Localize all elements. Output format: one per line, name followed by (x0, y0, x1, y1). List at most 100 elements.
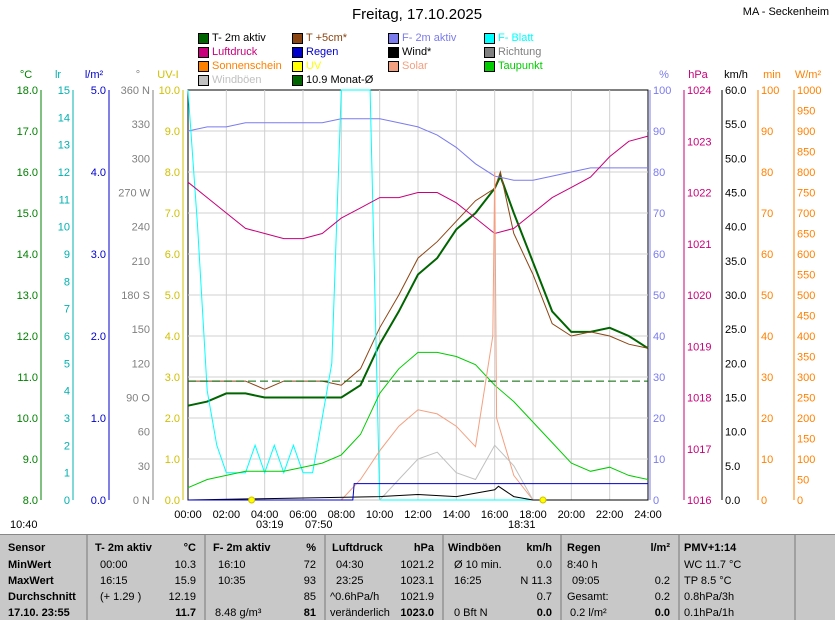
left-axis-tick: 15 (58, 85, 70, 97)
table-cell: N 11.3 (520, 575, 552, 587)
table-header-pressure: Luftdruck (332, 542, 383, 554)
summary-table: Sensor MinWert MaxWert Durchschnitt 17.1… (0, 534, 835, 620)
legend-swatch (198, 74, 209, 86)
x-tick-label: 04:00 (251, 509, 279, 521)
right-axis-tick: 10 (653, 454, 665, 466)
legend-item: Solar (388, 60, 428, 72)
legend-item: F- 2m aktiv (388, 32, 456, 44)
series-line-regen (188, 483, 648, 501)
table-unit-rain: l/m² (650, 542, 670, 554)
left-axis-tick: 17.0 (17, 126, 38, 138)
sunrise-label: 03:19 (256, 519, 284, 531)
left-axis-tick: 150 (132, 324, 150, 336)
left-axis-unit: ° (136, 69, 140, 81)
left-axis-tick: 4.0 (165, 331, 180, 343)
legend-swatch (292, 46, 303, 58)
left-axis-tick: 8.0 (23, 495, 38, 507)
right-axis-tick: 600 (797, 249, 815, 261)
table-header-humidity: F- 2m aktiv (213, 542, 271, 554)
left-axis-tick: 30 (138, 461, 150, 473)
left-axis-tick: 3.0 (91, 249, 106, 261)
legend-item: 10.9 Monat-Ø (292, 74, 373, 86)
left-axis-tick: 5.0 (165, 290, 180, 302)
legend-label: T- 2m aktiv (212, 32, 266, 44)
left-axis-tick: 9.0 (23, 454, 38, 466)
sunrise2-label: 07:50 (305, 519, 333, 531)
legend-item: Richtung (484, 46, 541, 58)
table-cell: 0 Bft N (454, 607, 488, 619)
legend-label: T +5cm* (306, 32, 348, 44)
legend-label: Windböen (212, 74, 262, 86)
legend-label: Taupunkt (498, 60, 543, 72)
legend-item: Windböen (198, 74, 262, 86)
table-col-pressure: Luftdruck hPa 04:30 1021.2 23:25 1023.1 … (326, 535, 444, 620)
table-cell: 11.7 (175, 607, 196, 619)
table-col-gusts: Windböen km/h Ø 10 min. 0.0 16:25 N 11.3… (444, 535, 562, 620)
legend-label: UV (306, 60, 322, 72)
legend-label: Sonnenschein (212, 60, 282, 72)
right-axis-tick: 90 (761, 126, 773, 138)
left-axis-tick: 8.0 (165, 167, 180, 179)
right-axis-tick: 60 (761, 249, 773, 261)
table-cell: 1021.9 (400, 591, 434, 603)
left-axis-tick: 12.0 (17, 331, 38, 343)
table-col-temp: T- 2m aktiv °C 00:00 10.3 16:15 15.9 (+ … (88, 535, 206, 620)
left-axis-tick: 8 (64, 276, 70, 288)
legend-item: Taupunkt (484, 60, 543, 72)
table-cell: 8:40 h (567, 559, 598, 571)
left-axis-tick: 90 O (126, 393, 150, 405)
right-axis-tick: 500 (797, 290, 815, 302)
date-left-label: 10:40 (10, 519, 38, 531)
left-axis-tick: 10.0 (159, 85, 180, 97)
left-axis-unit: °C (20, 69, 32, 81)
left-axis-tick: 210 (132, 256, 150, 268)
table-cell: 0.0 (536, 607, 552, 619)
right-axis-tick: 10 (761, 454, 773, 466)
legend-swatch (292, 60, 303, 72)
right-axis-tick: 850 (797, 147, 815, 159)
table-cell: 0.1hPa/1h (684, 607, 735, 619)
table-cell: 8.48 g/m³ (215, 607, 262, 619)
left-axis-tick: 14.0 (17, 249, 38, 261)
series-line-solar (340, 171, 648, 501)
legend-swatch (484, 46, 495, 58)
left-axis-unit: l/m² (85, 69, 104, 81)
table-cell: veränderlich (330, 607, 390, 619)
right-axis-tick: 200 (797, 413, 815, 425)
right-axis-tick: 300 (797, 372, 815, 384)
right-axis-tick: 150 (797, 434, 815, 446)
x-tick-label: 14:00 (443, 509, 471, 521)
legend-item: T +5cm* (292, 32, 347, 44)
left-axis-tick: 6 (64, 331, 70, 343)
table-cell: 93 (303, 575, 316, 587)
left-axis-tick: 15.0 (17, 208, 38, 220)
legend-swatch (388, 46, 399, 58)
page-title: Freitag, 17.10.2025 (352, 6, 483, 23)
left-axis-tick: 0 (64, 495, 70, 507)
right-axis-tick: 25.0 (725, 324, 746, 336)
station-name: MA - Seckenheim (742, 6, 829, 18)
legend-swatch (292, 32, 303, 44)
left-axis-tick: 0 N (133, 495, 150, 507)
right-axis-tick: 10.0 (725, 427, 746, 439)
table-unit-temp: °C (183, 542, 196, 554)
right-axis-tick: 40.0 (725, 222, 746, 234)
table-header-sensor: Sensor (8, 542, 46, 554)
table-header-pmv: PMV+1:14 (684, 542, 737, 554)
left-axis-tick: 2.0 (165, 413, 180, 425)
series-line-taupunkt (187, 351, 649, 489)
right-axis-tick: 1016 (687, 495, 711, 507)
right-axis-tick: 100 (761, 85, 779, 97)
x-tick-label: 10:00 (366, 509, 394, 521)
left-axis-tick: 1.0 (165, 454, 180, 466)
right-axis-tick: 30 (761, 372, 773, 384)
right-axis-tick: 1021 (687, 239, 711, 251)
row-label-current: 17.10. 23:55 (8, 607, 70, 619)
left-axis-tick: 1.0 (91, 413, 106, 425)
left-axis-tick: 300 (132, 153, 150, 165)
sunset-label: 18:31 (508, 519, 536, 531)
legend-item: Regen (292, 46, 338, 58)
right-axis-tick: 250 (797, 393, 815, 405)
table-cell: 72 (303, 559, 316, 571)
table-unit-pressure: hPa (413, 542, 434, 554)
